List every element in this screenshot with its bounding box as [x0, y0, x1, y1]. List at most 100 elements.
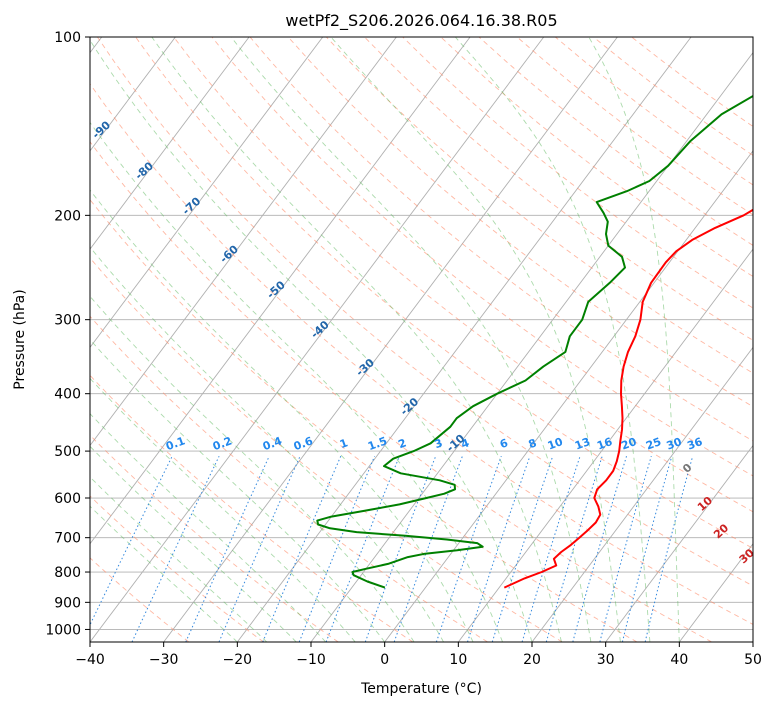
mixing-ratio-label: 6 [498, 436, 510, 451]
mixing-ratio-label: 2 [396, 436, 408, 451]
y-tick-label: 600 [54, 491, 81, 507]
moist-adiabat-line [90, 413, 327, 642]
dry-adiabat-line [90, 257, 563, 642]
mixing-ratio-line [185, 455, 270, 642]
mixing-ratio-line [325, 456, 400, 642]
y-tick-label: 700 [54, 531, 81, 547]
plot-frame [89, 36, 754, 643]
moist-adiabat-line [90, 476, 268, 642]
y-axis-label: Pressure (hPa) [12, 289, 28, 389]
isotherm-line [90, 37, 545, 642]
mixing-ratio-line [131, 455, 220, 642]
mixing-ratio-line [491, 456, 554, 642]
moist-adiabat-line [90, 121, 503, 642]
mixing-ratio-line [218, 455, 301, 642]
x-tick-label: 50 [744, 652, 762, 668]
mixing-ratio-label: 4 [459, 436, 471, 451]
dry-adiabat-line [90, 374, 414, 642]
isotherm-line [90, 37, 250, 250]
y-tick-label: 400 [54, 387, 81, 403]
dry-adiabat-line [97, 37, 753, 587]
isotherm-line [90, 37, 471, 545]
x-tick-label: 30 [597, 652, 615, 668]
dry-adiabat-line [287, 37, 753, 408]
x-tick-label: 0 [380, 652, 389, 668]
y-tick-label: 800 [54, 565, 81, 581]
dry-adiabat-line [364, 37, 753, 341]
dry-adiabat-line [90, 141, 712, 642]
mixing-ratio-line [621, 456, 673, 642]
moist-adiabat-line [90, 377, 356, 642]
moist-adiabat-line [588, 37, 680, 642]
dewpoint-line [316, 94, 753, 589]
mixing-ratio-line [521, 456, 581, 642]
profile-series [316, 94, 753, 589]
isotherm-line [605, 444, 753, 642]
mixing-ratio-label: 36 [685, 435, 704, 453]
dry-adiabat-line [402, 37, 753, 309]
mixing-ratio-line [644, 456, 694, 642]
y-tick-label: 100 [54, 30, 81, 46]
isotherm-line [90, 37, 397, 447]
y-tick-label: 1000 [45, 622, 81, 638]
isotherm-line [457, 248, 753, 642]
mixing-ratio-line [262, 455, 342, 642]
axis-ticks: −40 −30 −20 −10 0 10 20 30 40 5010020030040050060… [45, 30, 762, 668]
moist-adiabat-line [90, 246, 444, 642]
isotherm-line [163, 37, 618, 642]
x-tick-label: −20 [223, 652, 253, 668]
mixing-ratio-label: 20 [620, 435, 639, 453]
temperature-line [503, 208, 753, 589]
mixing-ratio-line [467, 456, 531, 642]
x-tick-label: 20 [523, 652, 541, 668]
dry-adiabat-line [211, 37, 753, 477]
mixing-ratio-label: 8 [527, 436, 539, 451]
isotherm-line [310, 51, 753, 642]
x-tick-label: −40 [75, 652, 105, 668]
moist-adiabat-line [151, 37, 562, 642]
moist-adiabat-line [90, 338, 386, 642]
mixing-ratio-label: 25 [644, 435, 663, 452]
mixing-ratio-label: 1 [338, 436, 350, 451]
isotherm-line [531, 346, 753, 642]
dry-adiabat-line [90, 83, 753, 625]
mixing-ratio-label: 10 [546, 435, 565, 453]
mixing-ratio-line [435, 456, 502, 642]
mixing-ratio-label: 0.4 [261, 434, 284, 453]
dry-adiabat-line [135, 37, 753, 549]
mixing-ratio-label: 0.6 [292, 434, 315, 453]
isotherm-line [90, 37, 324, 349]
chart-title: wetPf2_S206.2026.064.16.38.R05 [285, 11, 557, 31]
x-tick-label: 10 [449, 652, 467, 668]
x-tick-label: 40 [670, 652, 688, 668]
isotherm-line [90, 37, 176, 152]
mixing-ratio-label: 1.5 [366, 434, 389, 453]
mixing-ratio-label: 30 [665, 435, 684, 453]
mixing-ratio-line [545, 456, 603, 642]
x-tick-label: −30 [149, 652, 179, 668]
isotherm-line [236, 37, 692, 642]
mixing-ratio-label: 13 [573, 435, 592, 452]
x-axis-label: Temperature (°C) [360, 681, 482, 697]
y-tick-label: 200 [54, 208, 81, 224]
y-tick-label: 900 [54, 595, 81, 611]
x-tick-label: −10 [296, 652, 326, 668]
dry-adiabat-line [90, 198, 638, 642]
moist-adiabat-line [90, 445, 297, 642]
moist-adiabat-line [454, 37, 651, 642]
mixing-ratio-line [90, 455, 173, 626]
mixing-ratio-line [393, 456, 463, 642]
mixing-ratio-line [599, 456, 652, 642]
mixing-ratio-label: 0.1 [164, 434, 187, 453]
mixing-ratio-line [298, 456, 376, 642]
moist-adiabat-line [90, 189, 474, 642]
y-tick-label: 500 [54, 444, 81, 460]
dry-adiabat-line [173, 37, 753, 513]
background-lines [90, 37, 753, 642]
mixing-ratio-label: 0.2 [211, 434, 234, 453]
mixing-ratio-label: 16 [595, 435, 614, 453]
y-tick-label: 300 [54, 313, 81, 329]
mixing-ratio-label: 3 [433, 436, 445, 451]
